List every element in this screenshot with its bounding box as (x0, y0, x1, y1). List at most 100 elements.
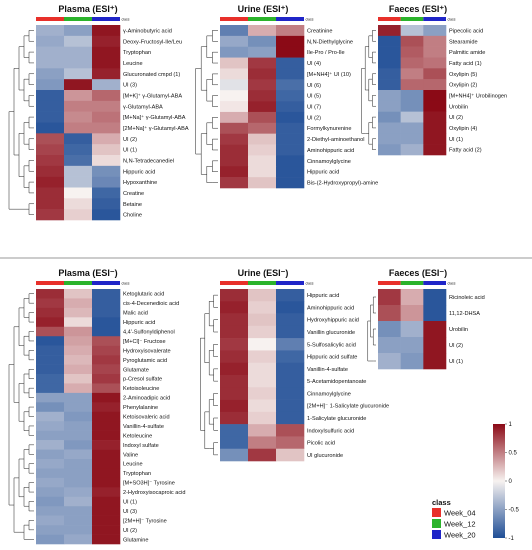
heatmap-cell (64, 534, 93, 545)
heatmap-cell (92, 392, 121, 403)
heatmap-cell (64, 133, 93, 145)
heatmap-title: Urine (ESI⁻) (238, 268, 289, 278)
heatmap-cell (276, 35, 305, 48)
heatmap-cell (276, 448, 305, 462)
heatmap-cell (220, 399, 249, 413)
row-label: [M+NH4]⁺ Urobilinogen (449, 92, 507, 99)
heatmap-cell (248, 111, 277, 124)
heatmap-cell (92, 364, 121, 375)
heatmap-cell (92, 144, 121, 156)
class-bar-cell (36, 17, 64, 21)
heatmap-cell (220, 362, 249, 376)
heatmap-cell (92, 477, 121, 488)
heatmap-title: Faeces (ESI⁺) (389, 4, 447, 14)
heatmap-cell (220, 177, 249, 189)
heatmap-cell (220, 111, 249, 124)
class-legend: class Week_04 Week_12 Week_20 (432, 498, 476, 540)
row-label: Leucine (123, 462, 143, 468)
row-label: Choline (123, 213, 142, 219)
class-bar-cell (276, 281, 304, 285)
class-bar-cell (400, 281, 424, 285)
row-label: Hypoxanthine (123, 180, 157, 186)
heatmap-cell (248, 301, 277, 314)
row-label: UI (2) (123, 137, 137, 143)
heatmap-cell (64, 198, 93, 210)
heatmap-cell (423, 321, 447, 338)
row-label: Vanillin glucuronide (307, 330, 355, 336)
heatmap-cell (92, 411, 121, 422)
heatmap-cell (36, 25, 65, 37)
heatmap-cell (36, 35, 65, 47)
heatmap-cell (64, 298, 93, 309)
heatmap-cell (248, 411, 277, 425)
heatmap-cell (400, 144, 424, 156)
heatmap-cell (220, 68, 249, 80)
heatmap-cell (36, 144, 65, 156)
legend-swatch (432, 519, 441, 528)
heatmap-cell (423, 35, 447, 47)
row-label: Cinnamoylglycine (307, 391, 351, 397)
heatmap-cell (400, 57, 424, 69)
heatmap-cell (92, 383, 121, 394)
heatmap-cell (92, 298, 121, 309)
heatmap-cell (400, 25, 424, 37)
heatmap-cell (248, 424, 277, 437)
heatmap-cell (276, 289, 305, 302)
heatmap-cell (36, 155, 65, 167)
class-bar-label: class (306, 18, 314, 22)
heatmap-cell (92, 187, 121, 199)
heatmap-cell (220, 338, 249, 351)
heatmap-cell (64, 100, 93, 112)
heatmap-cell (378, 133, 401, 145)
colorbar-tick-label: 0 (509, 479, 513, 485)
heatmap-cell (276, 68, 305, 80)
heatmap-panel: Urine (ESI⁺) class Creatinine N,N-Diethylgl… (195, 4, 378, 189)
row-label: Hippuric acid sulfate (307, 355, 357, 361)
class-bar-label: class (448, 282, 456, 286)
heatmap-title: Plasma (ESI⁻) (58, 268, 117, 278)
heatmap-cell (36, 122, 65, 134)
heatmap-cell (378, 353, 401, 370)
heatmap-cell (64, 477, 93, 488)
class-bar-cell (220, 17, 248, 21)
heatmap-cell (276, 375, 305, 388)
row-label: Creatine (123, 191, 144, 197)
heatmap-cell (220, 387, 249, 400)
heatmap-cell (248, 155, 277, 167)
heatmap-cell (92, 68, 121, 80)
heatmap-panel: Plasma (ESI⁻) class Ketoglutaric acid cis-4… (8, 268, 186, 545)
heatmap-cell (64, 430, 93, 441)
row-label: 11,12-DHSA (449, 311, 480, 317)
heatmap-cell (64, 496, 93, 507)
heatmap-cell (378, 79, 401, 91)
heatmap-cell (92, 25, 121, 37)
row-label: Urobilin (449, 327, 468, 333)
heatmap-panel: Plasma (ESI⁺) class γ-Aminobutyric acid Deo… (8, 4, 189, 221)
heatmap-cell (248, 79, 277, 91)
heatmap-cell (220, 25, 249, 37)
heatmap-cell (248, 46, 277, 58)
heatmap-cell (423, 90, 447, 102)
heatmap-cell (36, 345, 65, 356)
heatmap-cell (220, 166, 249, 178)
heatmap-cell (64, 336, 93, 346)
row-label: Tryptophan (123, 471, 151, 477)
heatmap-cell (92, 198, 121, 210)
heatmap-cell (220, 35, 249, 48)
heatmap-cell (92, 374, 121, 384)
heatmap-cell (248, 399, 277, 413)
legend-swatch (432, 508, 441, 517)
heatmap-cell (92, 440, 121, 450)
row-label: Hippuric acid (123, 320, 155, 326)
heatmap-cell (276, 111, 305, 124)
heatmap-cell (64, 345, 93, 356)
row-label: UI (2) (449, 343, 463, 349)
class-bar-cell (64, 281, 92, 285)
row-label: [M+Cl]⁻ Fructose (123, 339, 166, 345)
heatmap-cell (248, 122, 277, 134)
heatmap-cell (220, 411, 249, 425)
heatmap-cell (248, 350, 277, 364)
class-bar-cell (276, 17, 304, 21)
heatmap-cell (92, 209, 121, 221)
